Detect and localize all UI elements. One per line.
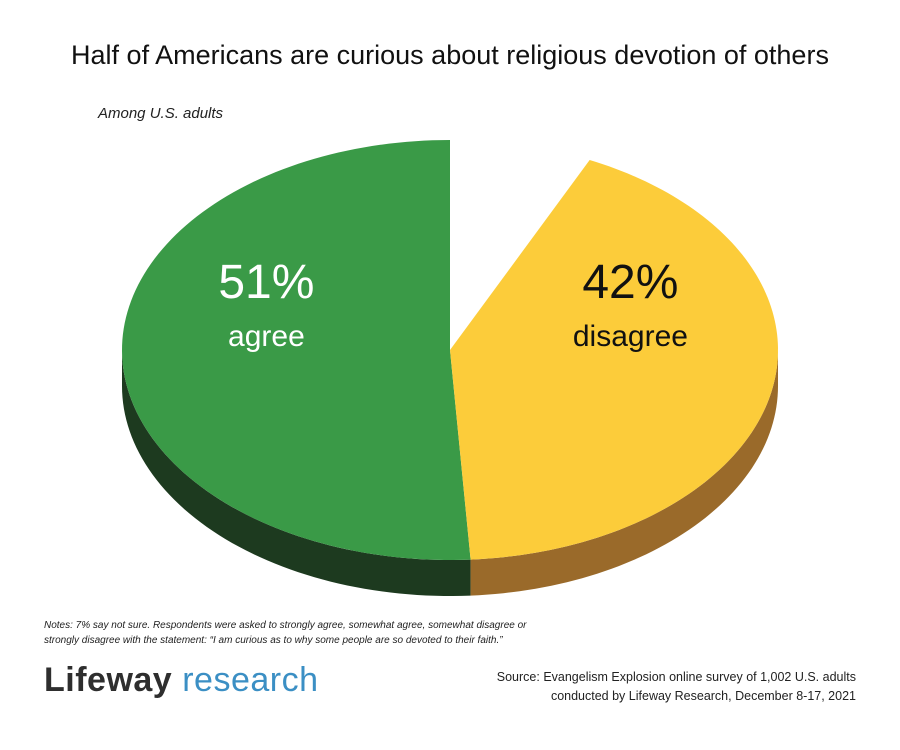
source-note: Source: Evangelism Explosion online surv…: [426, 668, 856, 706]
pie-slice-disagree: [450, 159, 778, 560]
chart-subtitle: Among U.S. adults: [98, 105, 224, 122]
slice-pct-label-disagree: 42%: [582, 256, 678, 309]
logo-word-lifeway: Lifeway: [44, 661, 173, 699]
lifeway-research-logo: Lifeway research: [44, 661, 319, 700]
slice-pct-label-agree: 51%: [218, 256, 314, 309]
slice-word-label-agree: agree: [228, 320, 305, 353]
chart-title: Half of Americans are curious about reli…: [71, 40, 829, 70]
slice-word-label-disagree: disagree: [573, 320, 688, 353]
logo-word-research: research: [182, 661, 319, 699]
chart-notes: Notes: 7% say not sure. Respondents were…: [44, 618, 664, 648]
source-line-1: Source: Evangelism Explosion online surv…: [496, 670, 856, 684]
pie-side-disagree: [470, 350, 778, 596]
notes-line-2: strongly disagree with the statement: “I…: [44, 635, 503, 646]
pie-chart: 51% agree 42% disagree: [122, 140, 778, 596]
source-line-2: conducted by Lifeway Research, December …: [550, 689, 856, 703]
notes-line-1: Notes: 7% say not sure. Respondents were…: [44, 620, 527, 631]
pie-side-agree: [122, 350, 471, 596]
pie-slice-not-sure: [450, 140, 590, 350]
pie-slice-agree: [122, 140, 471, 560]
